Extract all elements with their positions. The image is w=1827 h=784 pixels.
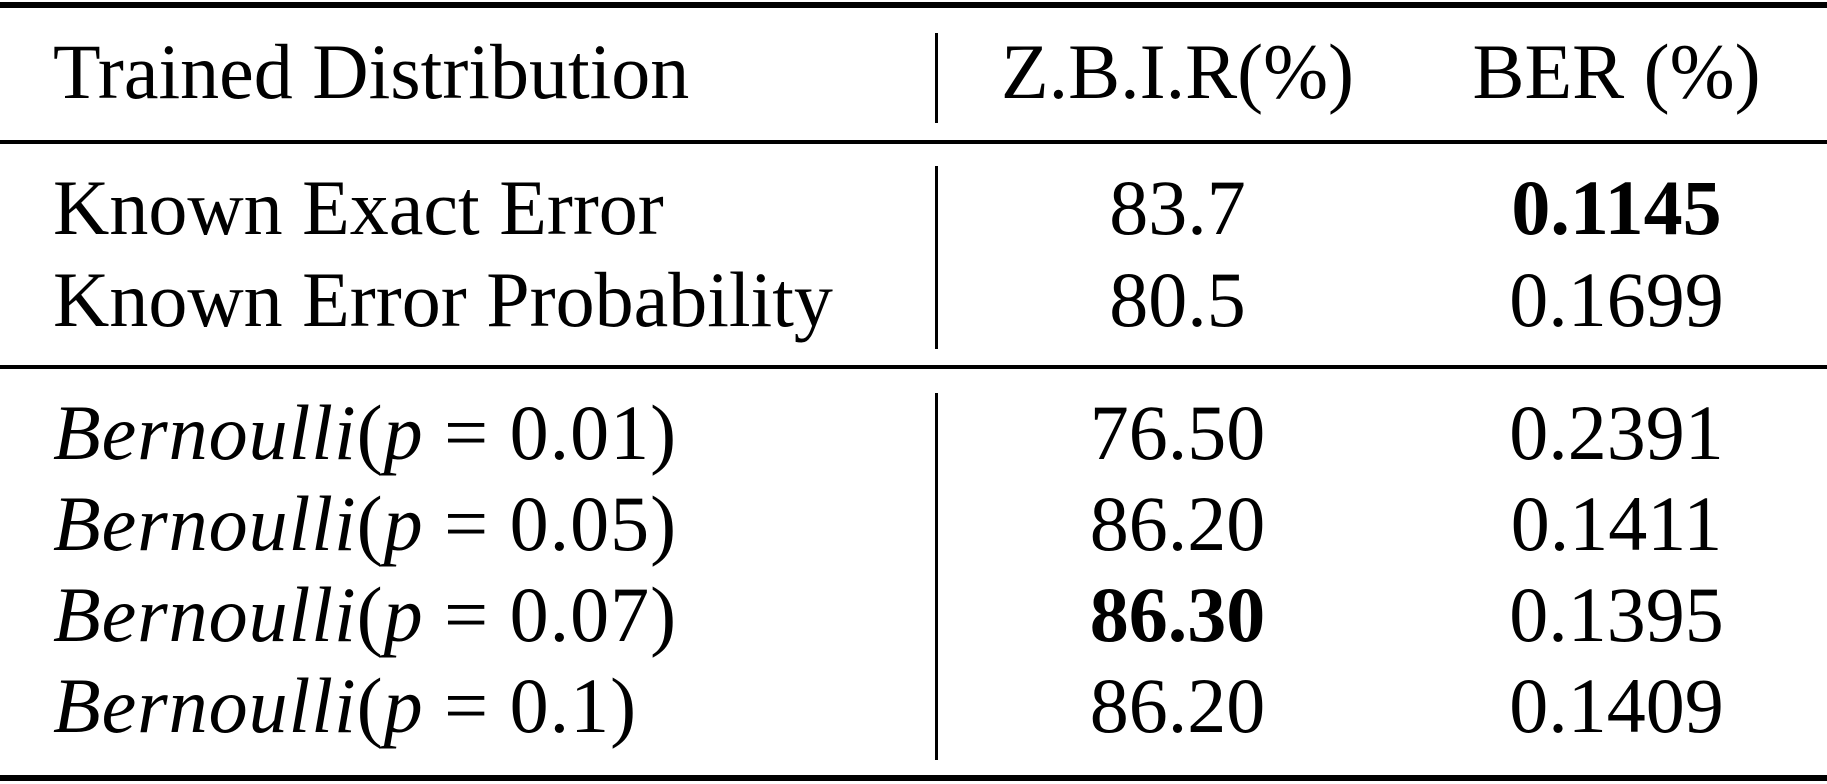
row-label: Known Exact Error: [53, 164, 664, 251]
zbir-value-best: 86.30: [1089, 571, 1266, 658]
header-rule: [0, 140, 1827, 144]
parameter-symbol: p: [383, 662, 424, 749]
equals-sign: =: [444, 662, 490, 749]
ber-value: 0.1409: [1509, 662, 1724, 749]
zbir-value: 86.20: [1089, 662, 1266, 749]
ber-value: 0.1411: [1510, 480, 1723, 567]
header-ber: BER (%): [1472, 28, 1761, 115]
bernoulli-label: Bernoulli(p = 0.07): [53, 571, 678, 658]
bernoulli-label: Bernoulli(p = 0.05): [53, 480, 678, 567]
distribution-name: Bernoulli: [53, 480, 357, 567]
column-divider: [935, 33, 938, 123]
parameter-value: 0.01: [509, 389, 651, 476]
ber-value: 0.1699: [1509, 256, 1724, 343]
column-divider: [935, 393, 938, 760]
bernoulli-label: Bernoulli(p = 0.1): [53, 662, 638, 749]
parameter-symbol: p: [383, 389, 424, 476]
top-rule: [0, 2, 1827, 8]
parameter-value: 0.1: [509, 662, 611, 749]
parameter-value: 0.07: [509, 571, 651, 658]
header-trained-distribution: Trained Distribution: [53, 28, 690, 115]
row-label: Known Error Probability: [53, 256, 833, 343]
distribution-name: Bernoulli: [53, 571, 357, 658]
equals-sign: =: [444, 571, 490, 658]
zbir-value: 80.5: [1109, 256, 1246, 343]
ber-value: 0.1395: [1509, 571, 1724, 658]
parameter-symbol: p: [383, 480, 424, 567]
group-separator-rule: [0, 365, 1827, 369]
parameter-value: 0.05: [509, 480, 651, 567]
bernoulli-label: Bernoulli(p = 0.01): [53, 389, 678, 476]
distribution-name: Bernoulli: [53, 662, 357, 749]
equals-sign: =: [444, 480, 490, 567]
parameter-symbol: p: [383, 571, 424, 658]
zbir-value: 76.50: [1089, 389, 1266, 476]
zbir-value: 83.7: [1109, 164, 1246, 251]
bottom-rule: [0, 775, 1827, 781]
distribution-name: Bernoulli: [53, 389, 357, 476]
equals-sign: =: [444, 389, 490, 476]
ber-value-best: 0.1145: [1511, 164, 1722, 251]
zbir-value: 86.20: [1089, 480, 1266, 567]
column-divider: [935, 166, 938, 349]
ber-value: 0.2391: [1509, 389, 1724, 476]
header-zbir: Z.B.I.R(%): [1000, 28, 1355, 115]
